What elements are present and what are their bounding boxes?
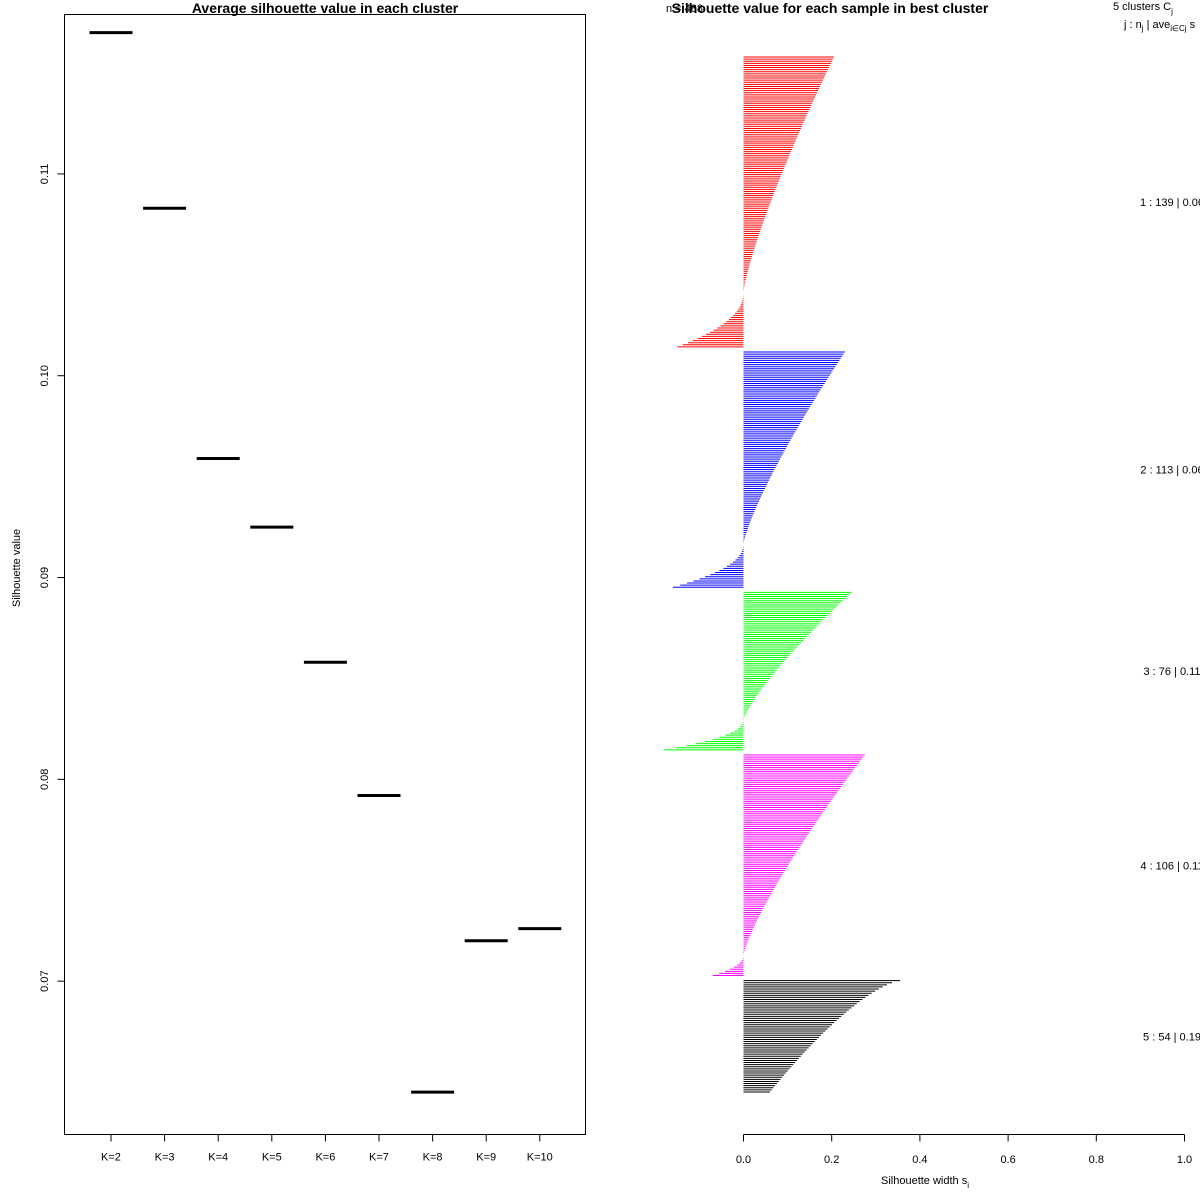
cluster-1-bars bbox=[677, 56, 834, 348]
right-x-tick-label: 0.6 bbox=[1000, 1154, 1015, 1166]
left-marks bbox=[89, 31, 562, 1094]
silhouette-bars bbox=[664, 56, 901, 1093]
cluster-legend-entry-1: 1 : 139 | 0.06 bbox=[1140, 197, 1200, 209]
right-sample-count: n = 488 bbox=[666, 3, 703, 15]
left-x-tick-label: K=7 bbox=[369, 1152, 389, 1164]
right-chart-title: Silhouette value for each sample in best… bbox=[672, 0, 989, 16]
left-x-tick-label: K=3 bbox=[155, 1152, 175, 1164]
left-y-tick-label: 0.07 bbox=[39, 970, 51, 991]
cluster-2-bars bbox=[672, 351, 845, 588]
right-x-tick-label: 0.4 bbox=[912, 1154, 927, 1166]
left-panel: Average silhouette value in each cluster… bbox=[11, 0, 586, 1164]
left-x-axis: K=2 K=3 K=4 K=5 K=6 K=7 K=8 K=9 K=10 bbox=[101, 1134, 553, 1164]
right-x-axis: 0.0 0.2 0.4 0.6 0.8 1.0 bbox=[736, 1134, 1192, 1166]
left-y-axis: 0.07 0.08 0.09 0.10 0.11 bbox=[39, 164, 65, 992]
right-x-tick-label: 0.2 bbox=[824, 1154, 839, 1166]
left-chart-title: Average silhouette value in each cluster bbox=[192, 0, 459, 16]
left-x-tick-label: K=9 bbox=[476, 1152, 496, 1164]
cluster-4-bars bbox=[712, 754, 865, 977]
legend-header-line2: j : nj | avei∈Cj s bbox=[1123, 19, 1196, 33]
right-x-tick-label: 0.8 bbox=[1089, 1154, 1104, 1166]
cluster-5-bars bbox=[743, 980, 901, 1093]
left-x-tick-label: K=5 bbox=[262, 1152, 282, 1164]
cluster-legend-entry-4: 4 : 106 | 0.11 bbox=[1140, 860, 1200, 872]
left-y-tick-label: 0.11 bbox=[39, 164, 51, 185]
right-x-axis-label: Silhouette width si bbox=[881, 1175, 969, 1190]
left-y-tick-label: 0.10 bbox=[39, 365, 51, 386]
cluster-legend-entry-2: 2 : 113 | 0.06 bbox=[1140, 465, 1200, 477]
legend-header-line1: 5 clusters Cj bbox=[1113, 1, 1173, 16]
right-x-tick-label: 0.0 bbox=[736, 1154, 751, 1166]
cluster-legend-entry-5: 5 : 54 | 0.19 bbox=[1143, 1031, 1200, 1043]
left-y-tick-label: 0.09 bbox=[39, 567, 51, 588]
left-y-axis-label: Silhouette value bbox=[11, 529, 23, 607]
left-y-tick-label: 0.08 bbox=[39, 769, 51, 790]
cluster-legend-entry-3: 3 : 76 | 0.11 bbox=[1143, 666, 1200, 678]
cluster-3-bars bbox=[664, 591, 852, 751]
right-panel: n = 488 Silhouette value for each sample… bbox=[664, 0, 1200, 1190]
left-x-tick-label: K=2 bbox=[101, 1152, 121, 1164]
left-x-tick-label: K=8 bbox=[423, 1152, 443, 1164]
left-x-tick-label: K=4 bbox=[208, 1152, 228, 1164]
cluster-legend: 1 : 139 | 0.06 2 : 113 | 0.06 3 : 76 | 0.1… bbox=[1140, 197, 1200, 1043]
cluster-legend-header: 5 clusters Cj j : nj | avei∈Cj s bbox=[1113, 1, 1196, 33]
right-x-tick-label: 1.0 bbox=[1177, 1154, 1192, 1166]
left-plot-frame bbox=[64, 14, 586, 1135]
left-x-tick-label: K=6 bbox=[315, 1152, 335, 1164]
left-x-tick-label: K=10 bbox=[527, 1152, 553, 1164]
